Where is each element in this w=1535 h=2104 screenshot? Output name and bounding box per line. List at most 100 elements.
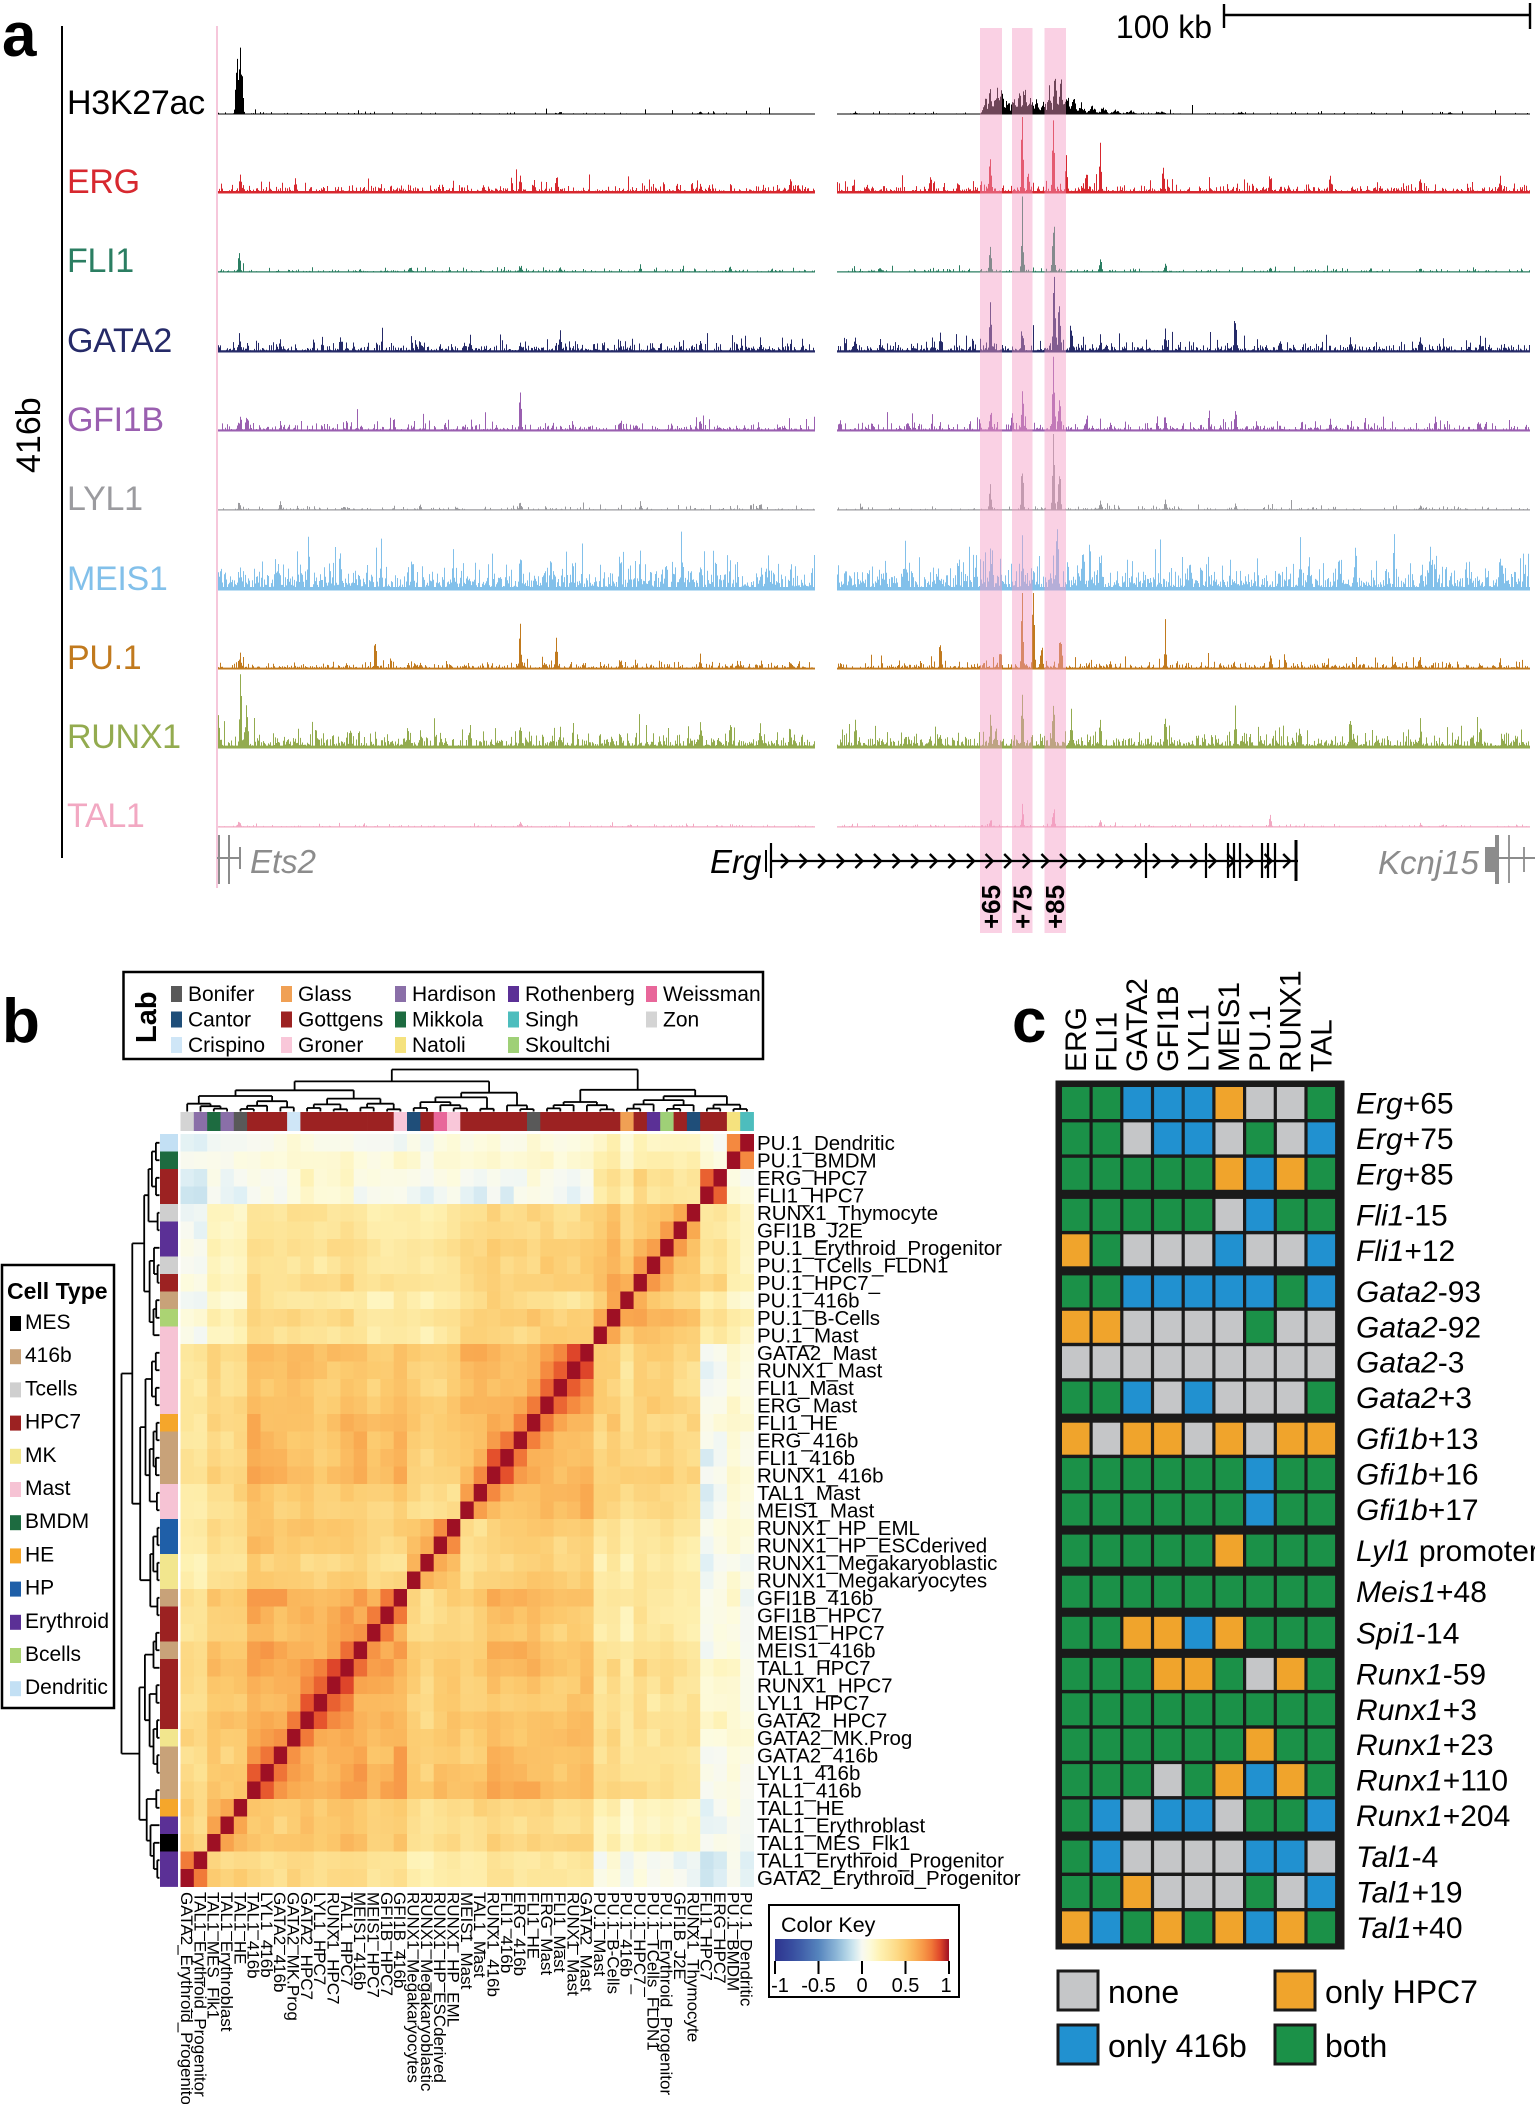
svg-text:PU.1_TCells_FLDN1: PU.1_TCells_FLDN1	[643, 1892, 662, 2051]
svg-text:Skoultchi: Skoultchi	[525, 1034, 610, 1057]
svg-text:H3K27ac: H3K27ac	[67, 84, 205, 122]
svg-text:Gata2+3: Gata2+3	[1356, 1382, 1472, 1415]
svg-text:RUNX1_HP_EML: RUNX1_HP_EML	[444, 1892, 463, 2027]
svg-text:Kcnj15: Kcnj15	[1378, 844, 1480, 881]
svg-text:RUNX1_Thymocyte: RUNX1_Thymocyte	[683, 1892, 702, 2042]
svg-text:RUNX1: RUNX1	[1275, 970, 1308, 1072]
svg-text:Runx1+3: Runx1+3	[1356, 1694, 1477, 1727]
svg-text:MK: MK	[25, 1444, 57, 1467]
svg-text:Mikkola: Mikkola	[412, 1009, 484, 1032]
svg-text:TAL1_Mast: TAL1_Mast	[470, 1892, 489, 1978]
svg-text:Erg+85: Erg+85	[1356, 1158, 1454, 1191]
svg-text:GFI1B: GFI1B	[67, 401, 164, 439]
svg-text:416b: 416b	[25, 1344, 72, 1367]
svg-text:LYL1: LYL1	[1183, 1004, 1216, 1072]
svg-text:GFI1B: GFI1B	[1152, 985, 1185, 1072]
svg-text:PU.1_B-Cells: PU.1_B-Cells	[603, 1892, 622, 1994]
svg-text:RUNX1_HPC7: RUNX1_HPC7	[757, 1675, 893, 1698]
svg-text:GATA2: GATA2	[1121, 978, 1154, 1072]
svg-text:PU.1_Dendritic: PU.1_Dendritic	[757, 1132, 895, 1155]
svg-text:PU.1_416b: PU.1_416b	[757, 1290, 860, 1313]
svg-text:MEIS1_HPC7: MEIS1_HPC7	[757, 1622, 885, 1645]
svg-text:TAL: TAL	[1305, 1019, 1338, 1072]
svg-text:TAL1_MES_Flk1: TAL1_MES_Flk1	[757, 1832, 910, 1855]
svg-text:Natoli: Natoli	[412, 1034, 466, 1057]
svg-text:Runx1+23: Runx1+23	[1356, 1729, 1494, 1762]
svg-text:GATA2_MK.Prog: GATA2_MK.Prog	[284, 1892, 303, 2021]
svg-text:Tal1-4: Tal1-4	[1356, 1841, 1438, 1874]
svg-text:HP: HP	[25, 1577, 54, 1600]
svg-text:FLI1: FLI1	[1091, 1012, 1124, 1072]
svg-text:TAL1_HPC7: TAL1_HPC7	[757, 1657, 871, 1680]
svg-text:RUNX1: RUNX1	[67, 718, 181, 756]
svg-text:Bcells: Bcells	[25, 1643, 81, 1666]
svg-text:RUNX1_Megakaryoblastic: RUNX1_Megakaryoblastic	[417, 1892, 436, 2092]
svg-text:RUNX1_Mast: RUNX1_Mast	[563, 1892, 582, 1996]
svg-text:Erg: Erg	[710, 843, 762, 880]
svg-text:only HPC7: only HPC7	[1325, 1974, 1478, 2010]
svg-text:none: none	[1108, 1974, 1179, 2010]
svg-text:+65: +65	[976, 885, 1006, 929]
svg-text:RUNX1_HP_ESCderived: RUNX1_HP_ESCderived	[757, 1535, 987, 1558]
svg-text:both: both	[1325, 2028, 1387, 2064]
svg-text:MEIS1_Mast: MEIS1_Mast	[457, 1892, 476, 1990]
svg-text:Gfi1b+13: Gfi1b+13	[1356, 1423, 1479, 1456]
svg-text:TAL1_HPC7: TAL1_HPC7	[337, 1892, 356, 1986]
svg-text:Zon: Zon	[663, 1009, 699, 1032]
svg-text:PU.1_Erythroid_Progenitor: PU.1_Erythroid_Progenitor	[657, 1892, 676, 2096]
svg-text:Gata2-92: Gata2-92	[1356, 1311, 1481, 1344]
svg-text:GFI1B_416b: GFI1B_416b	[390, 1892, 409, 1988]
svg-text:PU.1: PU.1	[1244, 1005, 1277, 1072]
svg-text:Ets2: Ets2	[250, 843, 316, 880]
svg-text:Gata2-3: Gata2-3	[1356, 1347, 1464, 1380]
svg-text:RUNX1_416b: RUNX1_416b	[484, 1892, 503, 1997]
svg-text:RUNX1_Megakaryoblastic: RUNX1_Megakaryoblastic	[757, 1552, 997, 1575]
svg-text:RUNX1_HP_ESCderived: RUNX1_HP_ESCderived	[430, 1892, 449, 2083]
svg-text:RUNX1_416b: RUNX1_416b	[757, 1465, 884, 1488]
svg-text:1: 1	[940, 1975, 951, 1997]
svg-text:Lyl1 promoter: Lyl1 promoter	[1356, 1535, 1535, 1568]
svg-text:TAL1_HE: TAL1_HE	[757, 1797, 844, 1820]
svg-text:FLI1_HPC7: FLI1_HPC7	[697, 1892, 716, 1981]
svg-text:MES: MES	[25, 1311, 71, 1334]
svg-text:Cantor: Cantor	[188, 1009, 251, 1032]
svg-text:GATA2_HPC7: GATA2_HPC7	[757, 1710, 887, 1733]
svg-text:TAL1_MES_Flk1: TAL1_MES_Flk1	[204, 1892, 223, 2019]
svg-text:GFI1B_HPC7: GFI1B_HPC7	[377, 1892, 396, 1996]
svg-text:Crispino: Crispino	[188, 1034, 265, 1057]
svg-text:Cell Type: Cell Type	[7, 1278, 108, 1304]
svg-text:GATA2_Mast: GATA2_Mast	[577, 1892, 596, 1992]
svg-text:PU.1_BMDM: PU.1_BMDM	[757, 1150, 877, 1173]
svg-text:FLI1_HE: FLI1_HE	[523, 1892, 542, 1959]
svg-text:Lab: Lab	[131, 991, 163, 1043]
svg-text:Dendritic: Dendritic	[25, 1676, 108, 1699]
svg-text:TAL1_416b: TAL1_416b	[244, 1892, 263, 1979]
svg-text:GATA2_Erythroid_Progenitor: GATA2_Erythroid_Progenitor	[757, 1867, 1021, 1890]
svg-text:Rothenberg: Rothenberg	[525, 983, 635, 1006]
svg-text:FLI1_Mast: FLI1_Mast	[550, 1892, 569, 1973]
svg-text:MEIS1_416b: MEIS1_416b	[757, 1640, 876, 1663]
svg-text:RUNX1_Mast: RUNX1_Mast	[757, 1360, 883, 1383]
svg-text:ERG_Mast: ERG_Mast	[537, 1892, 556, 1975]
svg-text:GATA2_416b: GATA2_416b	[757, 1745, 878, 1768]
svg-text:GATA2_HPC7: GATA2_HPC7	[297, 1892, 316, 2000]
svg-text:PU.1_TCells_FLDN1: PU.1_TCells_FLDN1	[757, 1255, 948, 1278]
svg-text:ERG_416b: ERG_416b	[510, 1892, 529, 1976]
svg-text:Gottgens: Gottgens	[298, 1009, 383, 1032]
svg-text:MEIS1_HPC7: MEIS1_HPC7	[364, 1892, 383, 1998]
svg-text:-0.5: -0.5	[801, 1975, 835, 1997]
svg-text:TAL1_Erythroid_Progenitor: TAL1_Erythroid_Progenitor	[757, 1850, 1004, 1873]
svg-text:TAL1_Mast: TAL1_Mast	[757, 1482, 861, 1505]
svg-text:GFI1B_416b: GFI1B_416b	[757, 1587, 873, 1610]
svg-text:Meis1+48: Meis1+48	[1356, 1576, 1487, 1609]
svg-text:Tcells: Tcells	[25, 1377, 78, 1400]
svg-text:+75: +75	[1008, 885, 1038, 929]
svg-text:LYL1_HPC7: LYL1_HPC7	[757, 1692, 869, 1715]
svg-text:Erythroid: Erythroid	[25, 1610, 109, 1633]
svg-text:TAL1_HE: TAL1_HE	[230, 1892, 249, 1964]
svg-text:TAL1_Erythroblast: TAL1_Erythroblast	[217, 1892, 236, 2032]
svg-text:PU.1_Erythroid_Progenitor: PU.1_Erythroid_Progenitor	[757, 1237, 1002, 1260]
svg-text:RUNX1_Thymocyte: RUNX1_Thymocyte	[757, 1202, 938, 1225]
svg-text:Bonifer: Bonifer	[188, 983, 255, 1006]
svg-text:PU.1_Mast: PU.1_Mast	[757, 1325, 859, 1348]
